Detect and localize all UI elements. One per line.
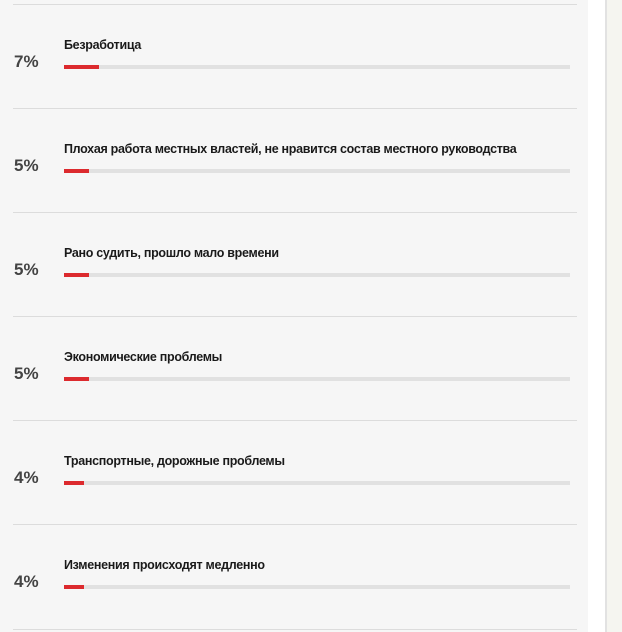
poll-results-panel: 7% Безработица 5% Плохая работа местных вла… [0,4,588,630]
result-item: 4% Транспортные, дорожные проблемы [0,420,588,524]
result-label: Экономические проблемы [64,350,223,364]
result-bar-track [64,377,570,381]
result-bar-track [64,273,570,277]
result-bar-fill [64,585,85,589]
divider [13,524,577,525]
divider [13,420,577,421]
result-label: Рано судить, прошло мало времени [64,246,279,260]
result-bar-fill [64,481,85,485]
divider [13,212,577,213]
result-percent: 4% [14,572,39,591]
result-label: Изменения происходят медленно [64,558,265,572]
result-bar-fill [64,273,90,277]
result-bar-fill [64,169,90,173]
result-bar-track [64,585,570,589]
result-item: 5% Рано судить, прошло мало времени [0,212,588,316]
result-percent: 7% [14,52,39,71]
result-percent: 4% [14,468,39,487]
result-percent: 5% [14,156,39,175]
result-label: Транспортные, дорожные проблемы [64,454,285,468]
result-bar-track [64,65,570,69]
result-item: 5% Экономические проблемы [0,316,588,420]
result-item: 4% Изменения происходят медленно [0,524,588,628]
right-sidebar [605,0,622,632]
result-bar-fill [64,377,90,381]
result-percent: 5% [14,364,39,383]
result-label: Безработица [64,38,142,52]
result-percent: 5% [14,260,39,279]
result-label: Плохая работа местных властей, не нравит… [64,142,517,156]
result-bar-track [64,481,570,485]
divider [13,108,577,109]
result-item: 5% Плохая работа местных властей, не нрав… [0,108,588,212]
divider [13,316,577,317]
divider [13,629,577,630]
result-item: 7% Безработица [0,4,588,108]
result-bar-track [64,169,570,173]
result-bar-fill [64,65,100,69]
divider [13,4,577,5]
